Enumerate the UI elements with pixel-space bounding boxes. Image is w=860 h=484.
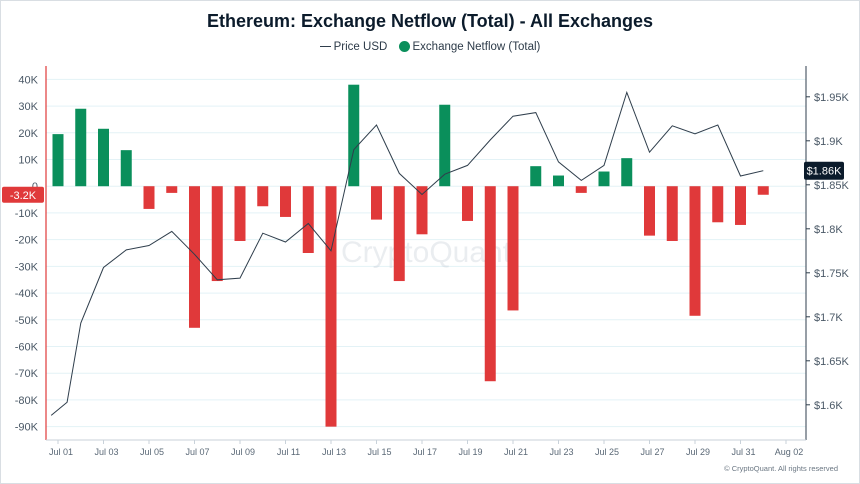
right-tick-label: $1.95K (814, 92, 850, 104)
netflow-bar (75, 108, 87, 187)
netflow-bar (507, 186, 519, 311)
legend-item-price[interactable]: Price USD (319, 41, 388, 53)
x-tick-label: Jul 25 (595, 447, 619, 457)
netflow-bar (189, 186, 200, 328)
left-tick-label: -70K (15, 368, 39, 380)
right-tick-label: $1.7K (814, 312, 843, 324)
right-tick-label: $1.9K (814, 136, 843, 148)
netflow-bar (598, 171, 610, 187)
netflow-bar (735, 186, 746, 225)
netflow-bar (530, 166, 542, 187)
right-tick-label: $1.65K (814, 356, 850, 368)
x-tick-label: Jul 01 (49, 447, 73, 457)
price-line-swatch-icon (319, 46, 331, 48)
right-tick-label: $1.8K (814, 224, 843, 236)
left-tick-label: -90K (15, 422, 39, 434)
left-tick-label: 40K (18, 74, 38, 86)
netflow-bar (52, 134, 64, 187)
x-tick-label: Jul 21 (504, 447, 528, 457)
netflow-bar (211, 186, 223, 282)
left-tick-label: -20K (15, 235, 39, 247)
netflow-dot-swatch-icon (398, 41, 410, 53)
chart-title: Ethereum: Exchange Netflow (Total) - All… (206, 11, 654, 31)
x-tick-label: Jul 03 (94, 447, 118, 457)
copyright-notice: © CryptoQuant. All rights reserved (724, 464, 838, 473)
x-tick-label: Jul 27 (640, 447, 664, 457)
netflow-bar (575, 186, 587, 193)
netflow-bar (143, 186, 155, 209)
netflow-bar (257, 186, 269, 207)
left-tick-label: -40K (15, 288, 39, 300)
x-tick-label: Jul 31 (731, 447, 755, 457)
left-tick-label: -10K (15, 208, 39, 220)
price-badge-label: $1.86K (807, 166, 843, 178)
netflow-bar (393, 186, 405, 282)
netflow-badge-label: -3.2K (10, 190, 37, 202)
netflow-bar (666, 186, 678, 241)
netflow-bar (553, 175, 564, 187)
netflow-bar (371, 186, 382, 220)
netflow-bar (166, 186, 178, 193)
left-tick-label: 30K (18, 101, 38, 113)
netflow-bar (98, 128, 109, 187)
netflow-bar (325, 186, 337, 427)
left-tick-label: 10K (18, 155, 38, 167)
right-tick-label: $1.75K (814, 268, 850, 280)
legend-price-label: Price USD (333, 41, 388, 53)
netflow-bar (757, 186, 769, 195)
x-tick-label: Jul 15 (367, 447, 391, 457)
price-line (50, 90, 764, 416)
x-tick-label: Jul 11 (277, 447, 300, 457)
x-tick-label: Jul 17 (413, 447, 437, 457)
left-tick-label: -80K (15, 395, 39, 407)
left-tick-label: -50K (15, 315, 39, 327)
netflow-bar (280, 186, 291, 217)
chart-legend: Price USD Exchange Netflow (Total) (0, 41, 860, 53)
x-tick-label: Jul 07 (185, 447, 209, 457)
x-tick-label: Aug 02 (775, 447, 804, 457)
x-tick-label: Jul 05 (140, 447, 164, 457)
x-tick-label: Jul 19 (458, 447, 482, 457)
legend-item-netflow[interactable]: Exchange Netflow (Total) (398, 41, 541, 53)
netflow-bar (621, 158, 633, 187)
watermark-text: CryptoQuant (341, 236, 512, 269)
x-tick-label: Jul 09 (231, 447, 255, 457)
netflow-bar (712, 186, 724, 223)
netflow-bar (120, 150, 132, 187)
netflow-bar (484, 186, 496, 382)
netflow-bar (416, 186, 428, 235)
left-tick-label: -30K (15, 261, 39, 273)
netflow-bar (439, 104, 451, 187)
right-tick-label: $1.85K (814, 180, 850, 192)
right-tick-label: $1.6K (814, 400, 843, 412)
netflow-bar (348, 84, 360, 187)
left-tick-label: 20K (18, 128, 38, 140)
netflow-bar (234, 186, 246, 241)
x-tick-label: Jul 13 (322, 447, 346, 457)
x-tick-label: Jul 23 (549, 447, 573, 457)
netflow-bar (689, 186, 701, 316)
legend-netflow-label: Exchange Netflow (Total) (412, 41, 541, 53)
price-badge (804, 161, 844, 180)
netflow-badge (2, 186, 44, 203)
netflow-bar (644, 186, 655, 236)
left-tick-label: -60K (15, 342, 39, 354)
netflow-bar (462, 186, 473, 221)
x-tick-label: Jul 29 (686, 447, 710, 457)
netflow-bar (302, 186, 314, 253)
